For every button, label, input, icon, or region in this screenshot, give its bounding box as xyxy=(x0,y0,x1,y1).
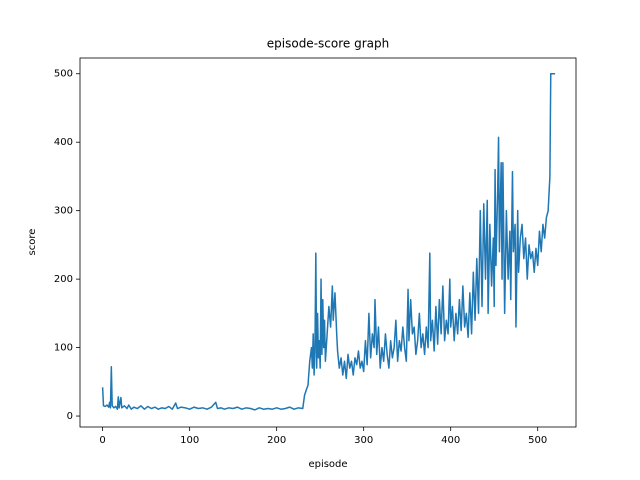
x-tick-label: 500 xyxy=(528,435,547,446)
x-tick-label: 100 xyxy=(180,435,199,446)
y-tick-label: 200 xyxy=(54,274,73,285)
x-tick-label: 0 xyxy=(99,435,105,446)
y-tick-label: 0 xyxy=(67,411,73,422)
plot-frame xyxy=(79,57,577,428)
x-tick-label: 400 xyxy=(441,435,460,446)
x-tick-label: 300 xyxy=(354,435,373,446)
chart-title: episode-score graph xyxy=(267,37,389,51)
score-line xyxy=(101,73,556,411)
y-tick-label: 500 xyxy=(54,69,73,80)
x-tick-label: 200 xyxy=(267,435,286,446)
y-axis-label: score xyxy=(27,229,38,256)
x-axis-label: episode xyxy=(308,459,347,470)
y-tick-label: 100 xyxy=(54,343,73,354)
y-tick-label: 300 xyxy=(54,206,73,217)
y-tick-label: 400 xyxy=(54,137,73,148)
